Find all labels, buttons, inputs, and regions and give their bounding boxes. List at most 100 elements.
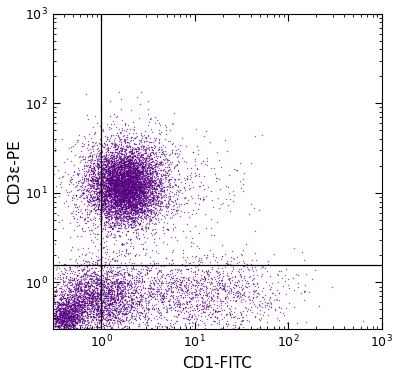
Point bbox=[118, 223, 124, 229]
Point bbox=[138, 168, 145, 174]
Point bbox=[121, 178, 127, 184]
Point bbox=[108, 166, 114, 172]
Point bbox=[120, 196, 126, 202]
Point bbox=[86, 311, 93, 317]
Point bbox=[143, 168, 149, 174]
Point bbox=[153, 280, 160, 287]
Point bbox=[102, 177, 109, 183]
Point bbox=[132, 183, 138, 189]
Point bbox=[60, 310, 66, 316]
Point bbox=[110, 279, 116, 285]
Point bbox=[148, 166, 155, 172]
Point bbox=[86, 314, 93, 321]
Point bbox=[155, 268, 162, 274]
Point bbox=[160, 296, 166, 302]
Point bbox=[71, 324, 77, 330]
Point bbox=[109, 194, 115, 200]
Point bbox=[166, 127, 173, 133]
Point bbox=[76, 203, 82, 209]
Point bbox=[186, 313, 192, 319]
Point bbox=[115, 161, 121, 167]
Point bbox=[102, 151, 109, 157]
Point bbox=[114, 306, 120, 312]
Point bbox=[90, 183, 97, 189]
Point bbox=[236, 278, 242, 284]
Point bbox=[123, 290, 130, 296]
Point bbox=[147, 172, 153, 178]
Point bbox=[72, 305, 78, 311]
Point bbox=[110, 166, 117, 172]
Point bbox=[149, 277, 156, 283]
Point bbox=[147, 167, 154, 173]
Point bbox=[117, 308, 124, 314]
Point bbox=[63, 311, 69, 317]
Point bbox=[140, 197, 147, 203]
Point bbox=[141, 214, 147, 220]
Point bbox=[154, 183, 160, 189]
Point bbox=[68, 195, 75, 201]
Point bbox=[56, 316, 63, 322]
Point bbox=[90, 182, 97, 188]
Point bbox=[120, 190, 126, 196]
Point bbox=[58, 319, 64, 325]
Point bbox=[98, 188, 105, 194]
Point bbox=[68, 144, 74, 150]
Point bbox=[73, 293, 79, 299]
Point bbox=[93, 324, 100, 330]
Point bbox=[99, 317, 105, 323]
Point bbox=[141, 186, 148, 192]
Point bbox=[130, 155, 136, 161]
Point bbox=[118, 190, 124, 196]
Point bbox=[81, 287, 87, 293]
Point bbox=[107, 223, 114, 229]
Point bbox=[67, 304, 74, 310]
Point bbox=[114, 295, 121, 301]
Point bbox=[176, 171, 182, 177]
Point bbox=[256, 303, 263, 309]
Point bbox=[146, 198, 153, 204]
Point bbox=[116, 297, 123, 304]
Point bbox=[99, 301, 106, 307]
Point bbox=[122, 156, 129, 162]
Point bbox=[132, 289, 138, 295]
Point bbox=[107, 170, 114, 176]
Point bbox=[112, 206, 119, 212]
Point bbox=[125, 144, 131, 150]
Point bbox=[150, 200, 156, 206]
Point bbox=[115, 182, 121, 188]
Point bbox=[143, 266, 150, 272]
Point bbox=[96, 200, 102, 206]
Point bbox=[73, 183, 79, 189]
Point bbox=[116, 186, 122, 192]
Point bbox=[129, 299, 135, 305]
Point bbox=[137, 101, 143, 107]
Point bbox=[112, 299, 118, 305]
Point bbox=[64, 324, 70, 330]
Point bbox=[100, 171, 106, 177]
Point bbox=[85, 188, 92, 194]
Point bbox=[118, 198, 124, 204]
Point bbox=[223, 311, 230, 317]
Point bbox=[124, 216, 131, 222]
Point bbox=[101, 193, 107, 199]
Point bbox=[103, 268, 109, 274]
Point bbox=[65, 286, 72, 292]
Point bbox=[108, 171, 115, 177]
Point bbox=[231, 192, 237, 198]
Point bbox=[129, 217, 136, 223]
Point bbox=[63, 312, 69, 318]
Point bbox=[120, 204, 127, 210]
Point bbox=[137, 176, 143, 182]
Point bbox=[153, 185, 160, 191]
Point bbox=[116, 175, 122, 181]
Point bbox=[114, 198, 120, 204]
Point bbox=[131, 183, 137, 189]
Point bbox=[144, 208, 150, 214]
Point bbox=[101, 301, 107, 307]
Point bbox=[85, 304, 91, 310]
Point bbox=[129, 185, 136, 191]
Point bbox=[87, 156, 93, 163]
Point bbox=[107, 295, 114, 301]
Point bbox=[140, 195, 147, 201]
Point bbox=[146, 163, 152, 169]
